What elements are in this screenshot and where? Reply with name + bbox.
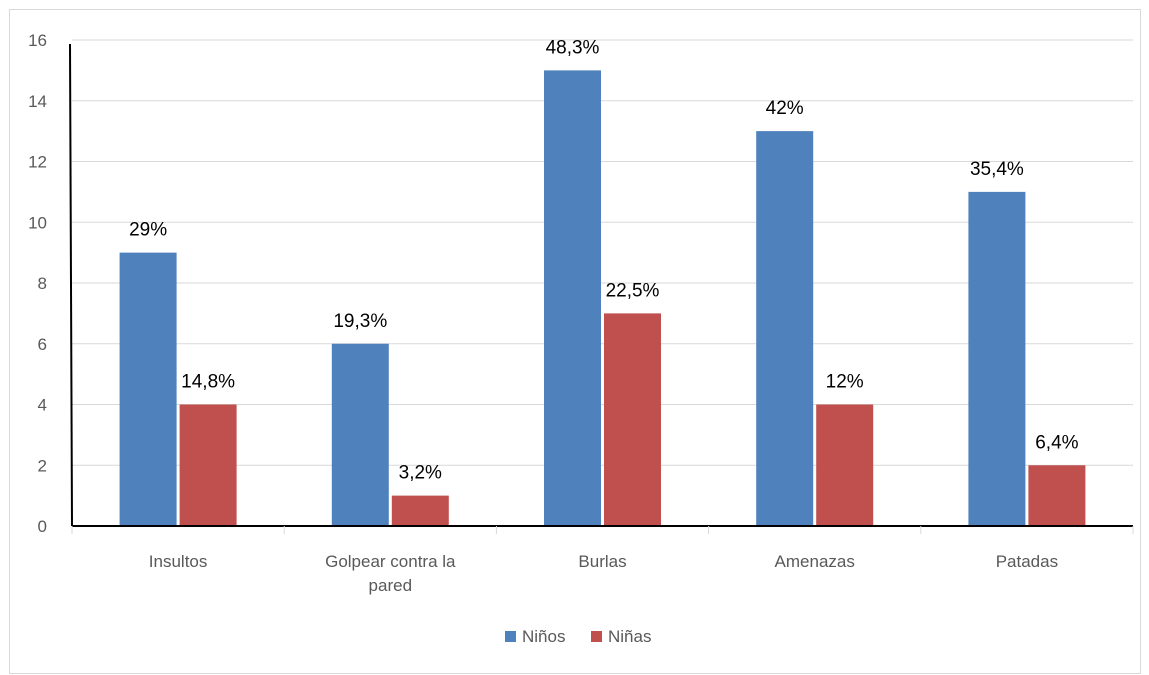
bars <box>119 70 1086 526</box>
bar-series2 <box>1028 465 1086 526</box>
y-tick-label: 12 <box>28 153 47 172</box>
bar-series2 <box>604 313 661 526</box>
data-label: 6,4% <box>1035 432 1078 453</box>
category-label-line: Patadas <box>996 552 1058 571</box>
data-label: 3,2% <box>399 463 442 484</box>
category-label-line: Golpear contra la <box>325 552 456 571</box>
y-tick-label: 14 <box>28 92 47 111</box>
category-label: Amenazas <box>775 552 855 571</box>
data-label: 29% <box>129 220 167 241</box>
data-labels: 29% 19,3% 48,3% 42% 35,4% 14,8% 3,2% 22,5% 12% 6,… <box>129 37 1079 483</box>
data-label: 19,3% <box>333 311 387 332</box>
legend-label: Niños <box>522 627 565 646</box>
bar-series2 <box>816 404 874 526</box>
category-label-line: Burlas <box>578 552 626 571</box>
data-label: 42% <box>766 98 804 119</box>
category-label: Burlas <box>578 552 626 571</box>
category-label: Golpear contra la pared <box>325 552 456 595</box>
y-tick-label: 2 <box>38 456 47 475</box>
bar-series1 <box>544 70 601 526</box>
y-tick-label: 4 <box>38 396 47 415</box>
y-axis-tick-labels: 0 2 4 6 8 10 12 14 16 <box>28 31 47 536</box>
bar-series1 <box>756 131 814 526</box>
category-label: Insultos <box>149 552 208 571</box>
bar-series1 <box>119 252 177 526</box>
bar-series2 <box>391 495 449 526</box>
y-tick-label: 6 <box>38 335 47 354</box>
category-label: Patadas <box>996 552 1058 571</box>
data-label: 35,4% <box>970 159 1024 180</box>
data-label: 12% <box>826 372 864 393</box>
y-axis-line <box>69 43 73 527</box>
category-label-line: Amenazas <box>775 552 855 571</box>
axes <box>69 43 1134 534</box>
legend-swatch <box>505 631 516 642</box>
y-tick-label: 10 <box>28 213 47 232</box>
data-label: 14,8% <box>181 372 235 393</box>
y-tick-label: 8 <box>38 274 47 293</box>
x-axis-category-labels: Insultos Golpear contra la pared Burlas Amen… <box>149 552 1058 595</box>
legend-label: Niñas <box>608 627 651 646</box>
y-tick-label: 16 <box>28 31 47 50</box>
data-label: 22,5% <box>606 280 660 301</box>
category-label-line: pared <box>369 576 412 595</box>
bar-series1 <box>968 191 1026 526</box>
gridlines <box>72 39 1133 466</box>
bar-series1 <box>331 343 389 526</box>
legend: Niños Niñas <box>505 627 651 646</box>
y-tick-label: 0 <box>38 517 47 536</box>
bar-series2 <box>179 404 237 526</box>
data-label: 48,3% <box>546 37 600 58</box>
category-label-line: Insultos <box>149 552 208 571</box>
legend-swatch <box>591 631 602 642</box>
